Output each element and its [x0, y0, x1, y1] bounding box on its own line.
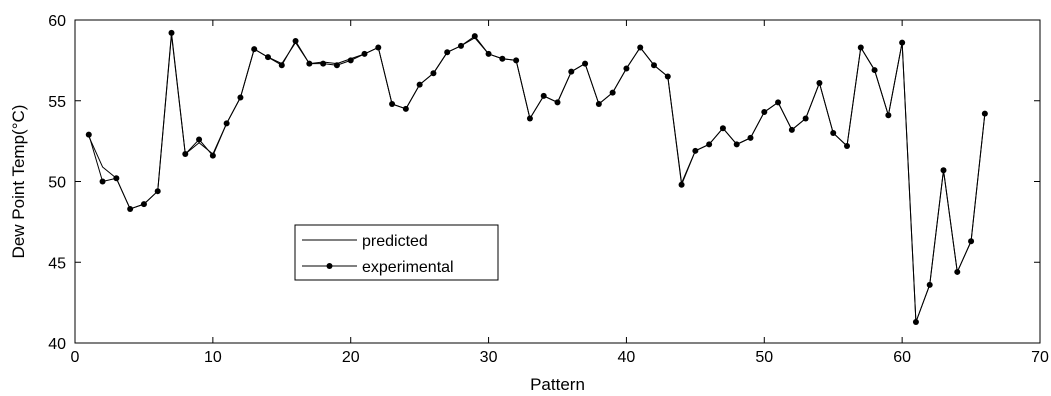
data-point-experimental — [885, 112, 892, 119]
data-point-experimental — [127, 205, 134, 212]
data-point-experimental — [361, 50, 368, 57]
y-tick-label: 55 — [48, 94, 66, 111]
data-point-experimental — [278, 62, 285, 69]
data-point-experimental — [237, 94, 244, 101]
data-point-experimental — [678, 181, 685, 188]
data-point-experimental — [968, 238, 975, 245]
data-point-experimental — [416, 81, 423, 88]
data-point-experimental — [912, 319, 919, 326]
axis-ticks: 0 10 20 30 40 50 60 70 40 45 50 55 60 — [48, 13, 1049, 366]
data-point-experimental — [940, 167, 947, 174]
data-point-experimental — [664, 73, 671, 80]
series-line-experimental — [88, 32, 986, 323]
data-point-experimental — [389, 100, 396, 107]
data-point-experimental — [526, 115, 533, 122]
data-point-experimental — [168, 29, 175, 36]
legend-marker-experimental — [326, 263, 333, 269]
data-point-experimental — [458, 42, 464, 49]
data-point-experimental — [595, 100, 602, 107]
data-point-experimental — [251, 46, 258, 53]
data-point-experimental — [499, 55, 506, 62]
plot-area — [74, 19, 1041, 344]
data-point-experimental — [292, 37, 299, 44]
data-point-experimental — [954, 268, 961, 275]
data-point-experimental — [471, 33, 478, 40]
data-point-experimental — [306, 60, 313, 67]
data-point-experimental — [926, 281, 933, 288]
data-point-experimental — [692, 147, 699, 154]
y-axis-title: Dew Point Temp(°C) — [9, 105, 28, 259]
data-point-experimental — [540, 92, 547, 99]
data-point-experimental — [265, 54, 271, 61]
data-point-experimental — [347, 57, 354, 64]
data-point-experimental — [582, 60, 589, 67]
legend-label-experimental: experimental — [362, 259, 454, 276]
y-tick-label: 60 — [48, 13, 66, 30]
data-point-experimental — [719, 125, 726, 132]
x-tick-label: 10 — [204, 349, 222, 366]
data-point-experimental — [706, 141, 713, 148]
x-tick-label: 70 — [1031, 349, 1049, 366]
data-point-experimental — [99, 178, 106, 185]
data-point-experimental — [609, 89, 616, 96]
x-tick-label: 20 — [342, 349, 360, 366]
data-point-experimental — [444, 49, 451, 56]
y-tick-label: 40 — [48, 336, 66, 353]
data-point-experimental — [761, 109, 768, 116]
data-point-experimental — [554, 99, 561, 106]
x-tick-label: 30 — [480, 349, 498, 366]
data-point-experimental — [844, 142, 850, 149]
data-point-experimental — [816, 79, 823, 86]
data-point-experimental — [871, 67, 878, 74]
data-point-experimental — [651, 62, 657, 69]
data-point-experimental — [182, 151, 189, 158]
data-point-experimental — [899, 39, 906, 46]
data-point-experimental — [775, 99, 782, 106]
legend-label-predicted: predicted — [362, 233, 428, 250]
data-point-experimental — [733, 141, 740, 148]
data-point-experimental — [802, 115, 809, 122]
legend: predicted experimental — [294, 224, 499, 281]
data-point-experimental — [320, 60, 327, 67]
data-point-experimental — [140, 201, 147, 208]
data-point-experimental — [375, 44, 382, 51]
data-point-experimental — [513, 57, 520, 64]
data-point-experimental — [568, 68, 575, 75]
x-tick-label: 50 — [755, 349, 773, 366]
x-tick-label: 0 — [71, 349, 80, 366]
data-point-experimental — [623, 65, 630, 72]
x-tick-label: 40 — [618, 349, 636, 366]
data-point-experimental — [113, 175, 120, 182]
data-point-experimental — [333, 62, 340, 69]
data-point-experimental — [788, 126, 795, 133]
data-point-experimental — [637, 44, 644, 51]
data-point-experimental — [223, 120, 230, 127]
x-axis-title: Pattern — [530, 375, 585, 394]
data-point-experimental — [747, 134, 754, 141]
data-point-experimental — [857, 44, 864, 51]
series-layer — [85, 29, 988, 326]
data-point-experimental — [430, 70, 437, 77]
data-point-experimental — [402, 105, 409, 112]
data-point-experimental — [154, 188, 161, 195]
data-point-experimental — [196, 136, 203, 143]
data-point-experimental — [981, 110, 988, 117]
legend-box — [294, 224, 499, 281]
data-point-experimental — [85, 131, 92, 138]
data-point-experimental — [830, 130, 837, 137]
data-point-experimental — [485, 50, 492, 57]
y-tick-label: 45 — [48, 255, 66, 272]
x-tick-label: 60 — [893, 349, 911, 366]
y-tick-label: 50 — [48, 175, 66, 192]
data-point-experimental — [209, 152, 216, 159]
